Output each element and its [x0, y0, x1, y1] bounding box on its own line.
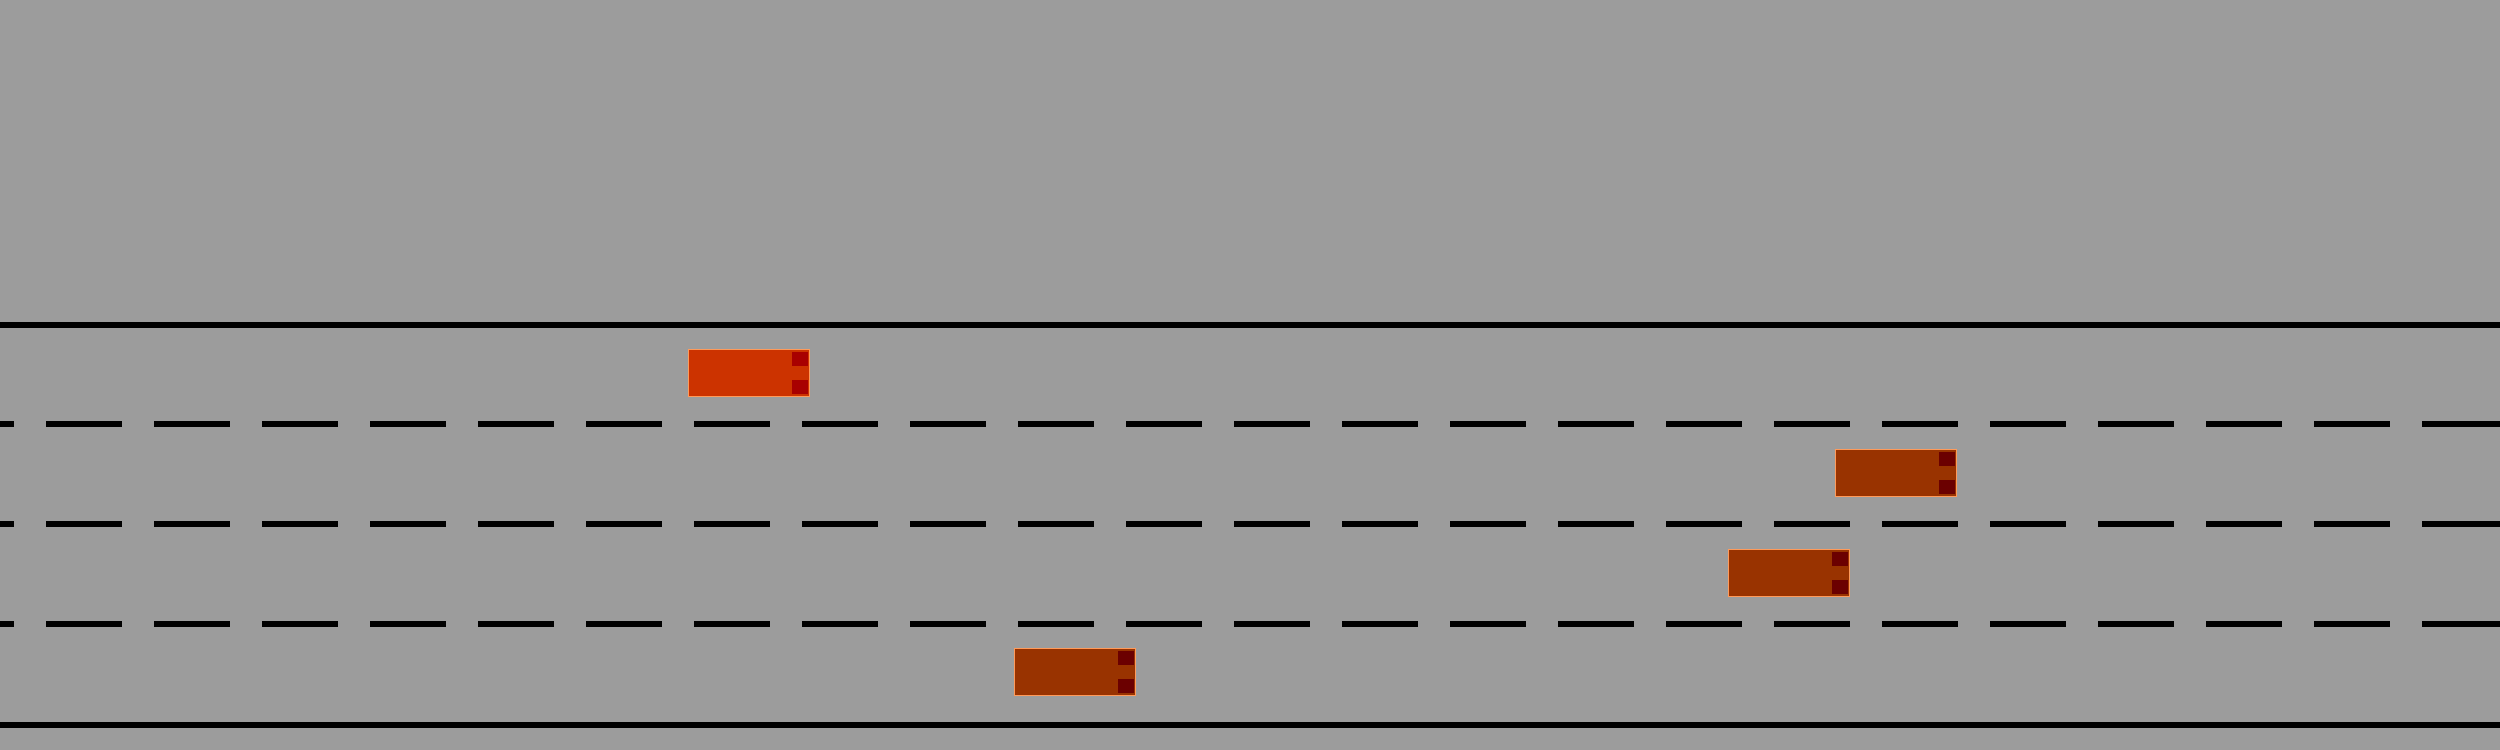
headlight-icon — [792, 352, 808, 366]
lane-divider — [0, 621, 2500, 627]
headlight-icon — [1118, 679, 1134, 693]
lane-divider — [0, 421, 2500, 427]
headlight-icon — [1832, 580, 1848, 594]
other-vehicle — [1014, 648, 1136, 696]
headlight-icon — [1832, 552, 1848, 566]
road-edge-bottom — [0, 722, 2500, 728]
road-edge-top — [0, 322, 2500, 328]
other-vehicle — [1728, 549, 1850, 597]
headlight-icon — [1118, 651, 1134, 665]
headlight-icon — [1939, 480, 1955, 494]
headlight-icon — [1939, 452, 1955, 466]
headlight-icon — [792, 380, 808, 394]
other-vehicle — [1835, 449, 1957, 497]
lane-divider — [0, 521, 2500, 527]
ego-vehicle — [688, 349, 810, 397]
